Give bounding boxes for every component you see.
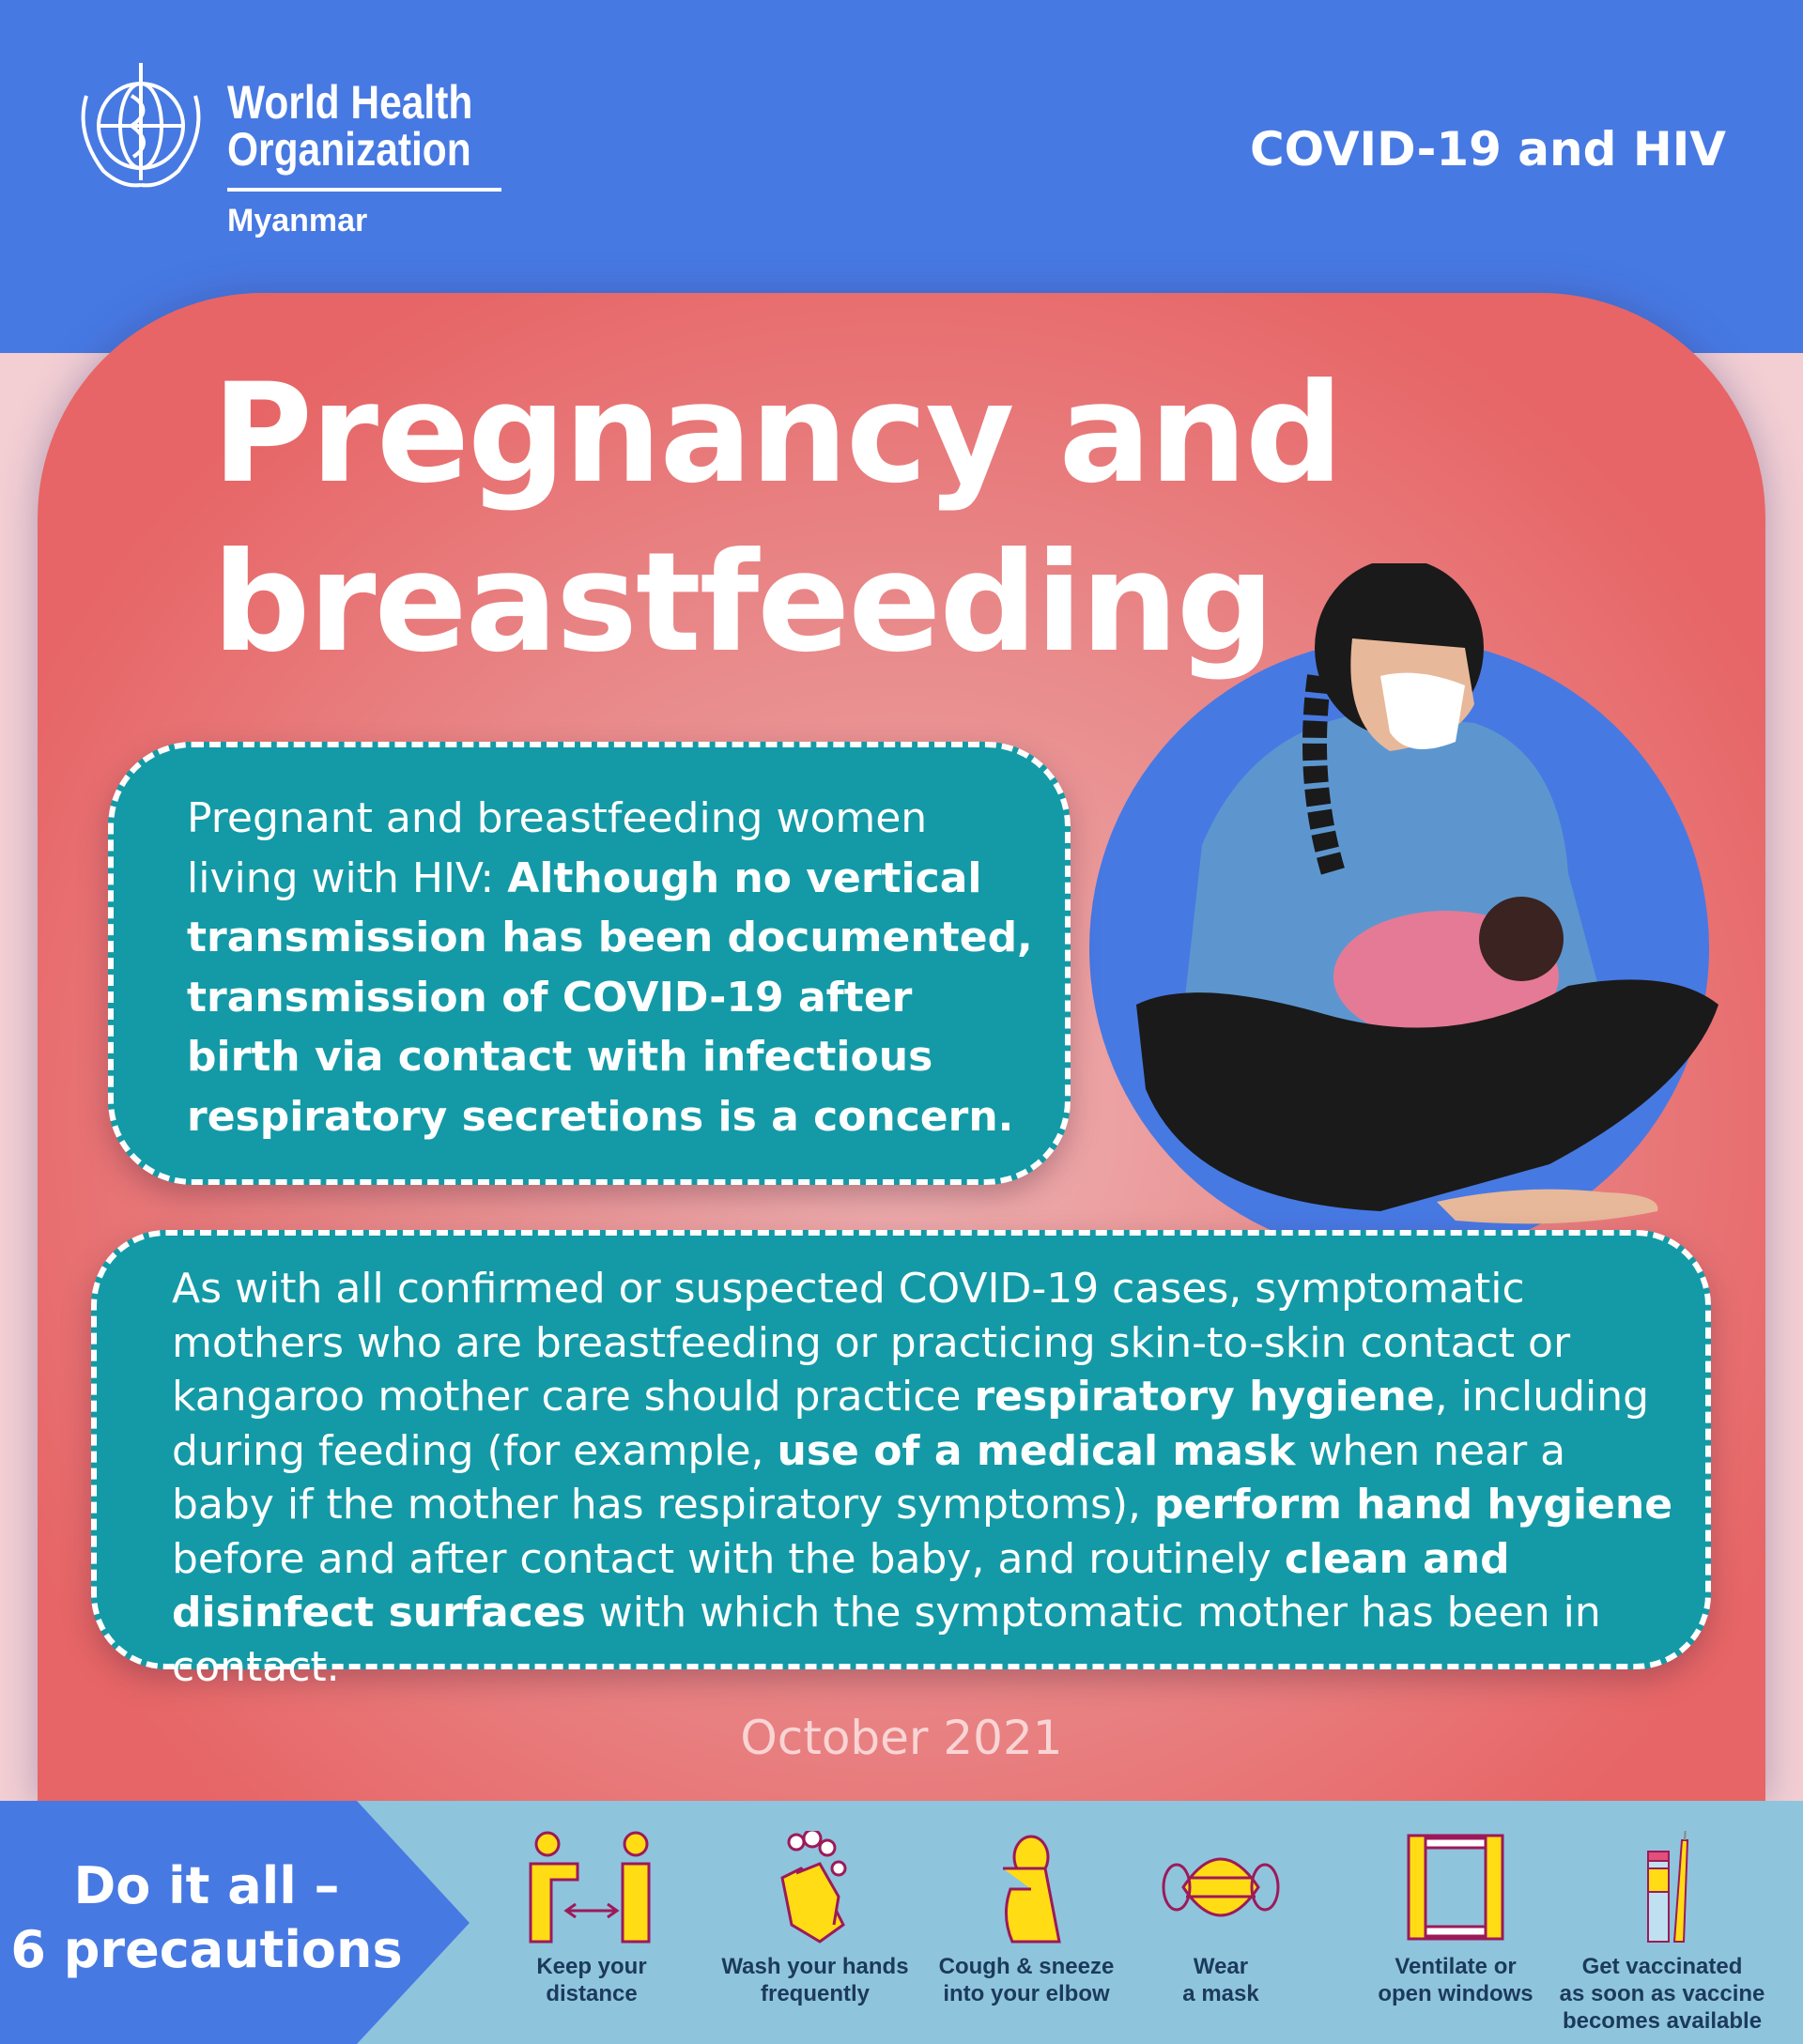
precaution-distance: Keep your distance bbox=[488, 1831, 695, 2007]
box2-text: , including during feeding (for example, bbox=[172, 1373, 1650, 1475]
mask-icon bbox=[1162, 1857, 1280, 1917]
who-org-name: World Health Organization bbox=[227, 76, 473, 176]
box2-bold: respiratory hygiene bbox=[974, 1373, 1435, 1421]
box2-text: when near a baby if the mother has respi… bbox=[172, 1426, 1566, 1529]
box2-bold: clean and disinfect surfaces bbox=[172, 1534, 1510, 1637]
publication-date: October 2021 bbox=[740, 1711, 1063, 1765]
series-title: COVID-19 and HIV bbox=[1249, 122, 1726, 177]
vaccine-icon bbox=[1647, 1831, 1689, 1943]
box2-text: As with all confirmed or suspected COVID… bbox=[172, 1265, 1571, 1421]
who-emblem-icon bbox=[81, 63, 201, 188]
hiv-transmission-box: Pregnant and breastfeeding women living … bbox=[108, 742, 1071, 1185]
box1-text: Pregnant and breastfeeding women living … bbox=[187, 794, 928, 902]
precaution-cough: Cough & sneeze into your elbow bbox=[923, 1831, 1130, 2007]
box2-bold: use of a medical mask bbox=[777, 1426, 1296, 1475]
box2-text: with which the symptomatic mother has be… bbox=[172, 1589, 1601, 1691]
box2-text: before and after contact with the baby, … bbox=[172, 1534, 1285, 1583]
box2-bold: perform hand hygiene bbox=[1154, 1481, 1673, 1529]
box1-bold: Although no vertical transmission has be… bbox=[187, 853, 1033, 1141]
slogan-arrow bbox=[0, 1801, 470, 2044]
page-title: Pregnancy and breastfeeding bbox=[212, 354, 1343, 683]
precaution-vaccinate: Get vaccinated as soon as vaccine becomes … bbox=[1559, 1831, 1765, 2035]
who-country: Myanmar bbox=[227, 203, 368, 238]
precaution-ventilate: Ventilate or open windows bbox=[1352, 1831, 1559, 2007]
slogan: Do it all –6 precautions bbox=[10, 1856, 403, 1979]
respiratory-hygiene-box: As with all confirmed or suspected COVID… bbox=[91, 1230, 1711, 1691]
precaution-mask: Wear a mask bbox=[1117, 1831, 1324, 2007]
breastfeeding-mother-illustration bbox=[1089, 563, 1718, 1239]
handwash-icon bbox=[780, 1831, 847, 1944]
logo-divider bbox=[227, 188, 501, 192]
window-icon bbox=[1407, 1834, 1504, 1941]
distance-icon bbox=[529, 1831, 651, 1944]
elbow-cough-icon bbox=[1003, 1835, 1061, 1944]
precaution-handwash: Wash your hands frequently bbox=[712, 1831, 918, 2007]
